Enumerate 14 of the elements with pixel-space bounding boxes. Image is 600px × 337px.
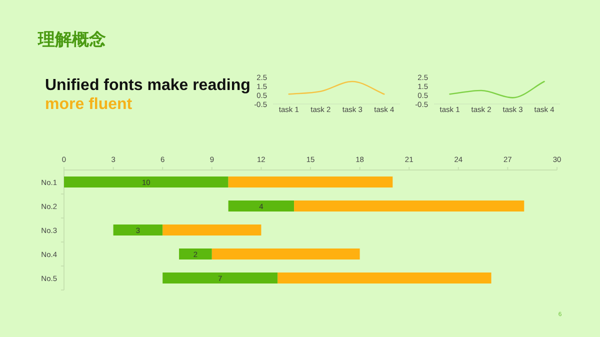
bar (64, 176, 228, 188)
bar (113, 224, 163, 236)
text: Unified fonts make reading (45, 77, 250, 94)
text: 理解概念 (37, 30, 106, 50)
bar (179, 248, 212, 260)
bar (228, 176, 393, 188)
line-series (449, 80, 545, 98)
bar (294, 200, 524, 212)
bar (162, 224, 262, 236)
bar (228, 200, 294, 212)
text: more fluent (45, 96, 133, 113)
bar (212, 248, 360, 260)
bar (162, 272, 278, 284)
bar (278, 272, 492, 284)
